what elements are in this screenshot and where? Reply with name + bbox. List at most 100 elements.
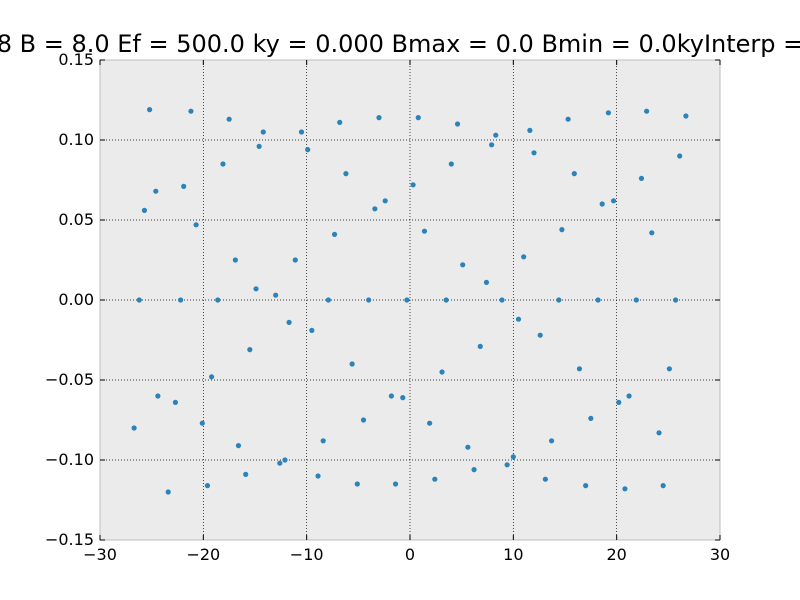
data-point bbox=[147, 107, 153, 113]
data-point bbox=[548, 438, 555, 444]
data-point bbox=[565, 116, 571, 122]
data-point bbox=[439, 369, 445, 375]
data-point bbox=[220, 161, 226, 167]
data-point bbox=[136, 297, 142, 303]
data-point bbox=[610, 198, 617, 204]
data-point bbox=[376, 115, 382, 121]
x-tick-label: 0 bbox=[405, 545, 415, 564]
data-point bbox=[286, 319, 292, 325]
data-point bbox=[683, 113, 689, 119]
x-axis-tick-labels: −30 −20 −10 0 10 20 30 bbox=[83, 545, 730, 564]
data-point bbox=[633, 297, 639, 303]
data-point bbox=[583, 483, 589, 489]
data-point bbox=[181, 183, 187, 189]
data-point bbox=[247, 347, 253, 353]
data-point bbox=[193, 222, 199, 228]
data-point bbox=[622, 486, 628, 492]
data-point bbox=[349, 361, 355, 367]
data-point bbox=[531, 150, 537, 156]
data-point bbox=[638, 175, 645, 181]
data-point bbox=[460, 262, 466, 268]
data-point bbox=[400, 395, 406, 401]
data-point bbox=[172, 399, 179, 405]
x-tick-label: 10 bbox=[503, 545, 523, 564]
data-point bbox=[542, 476, 548, 482]
data-point bbox=[427, 420, 433, 426]
data-point bbox=[448, 161, 454, 167]
data-point bbox=[415, 115, 421, 121]
data-point bbox=[131, 425, 137, 431]
x-tick-label: 20 bbox=[606, 545, 626, 564]
data-point bbox=[527, 127, 533, 133]
data-point bbox=[605, 110, 612, 116]
data-point bbox=[305, 147, 311, 153]
data-point bbox=[649, 230, 655, 236]
data-point bbox=[443, 297, 449, 303]
y-tick-label: 0.15 bbox=[58, 50, 94, 69]
data-point bbox=[471, 467, 477, 473]
data-point bbox=[588, 415, 594, 421]
y-tick-label: −0.15 bbox=[45, 530, 94, 549]
data-point bbox=[165, 489, 171, 495]
data-point bbox=[372, 206, 378, 212]
data-point bbox=[626, 393, 632, 399]
data-point bbox=[354, 481, 360, 487]
x-tick-label: −20 bbox=[186, 545, 220, 564]
data-point bbox=[504, 462, 510, 468]
data-point bbox=[309, 327, 315, 333]
data-point bbox=[656, 430, 662, 436]
data-point bbox=[256, 143, 262, 149]
data-point bbox=[576, 366, 583, 372]
data-point bbox=[199, 420, 205, 426]
data-point bbox=[410, 182, 416, 188]
data-point bbox=[155, 393, 161, 399]
data-point bbox=[277, 460, 283, 466]
data-point bbox=[343, 171, 349, 177]
x-tick-label: 30 bbox=[710, 545, 730, 564]
data-point bbox=[515, 316, 522, 322]
data-point bbox=[331, 231, 338, 237]
data-point bbox=[521, 254, 527, 260]
y-tick-label: −0.10 bbox=[45, 450, 94, 469]
data-point bbox=[493, 132, 499, 138]
data-point bbox=[366, 297, 372, 303]
x-tick-label: −30 bbox=[83, 545, 117, 564]
chart-title: 8 B = 8.0 Ef = 500.0 ky = 0.000 Bmax = 0… bbox=[0, 30, 800, 58]
data-point bbox=[672, 297, 679, 303]
data-point bbox=[325, 297, 331, 303]
data-point bbox=[232, 257, 238, 263]
data-point bbox=[537, 332, 543, 338]
data-point bbox=[477, 343, 483, 349]
data-point bbox=[235, 443, 242, 449]
data-point bbox=[454, 121, 461, 127]
data-point bbox=[510, 454, 516, 460]
data-point bbox=[188, 108, 194, 114]
data-point bbox=[666, 366, 672, 372]
data-point bbox=[499, 297, 505, 303]
data-point bbox=[483, 279, 490, 285]
y-tick-label: 0.05 bbox=[58, 210, 94, 229]
grid-lines bbox=[100, 60, 720, 540]
data-point bbox=[571, 171, 577, 177]
data-point bbox=[599, 201, 605, 207]
data-point bbox=[282, 457, 288, 463]
y-tick-label: −0.05 bbox=[45, 370, 94, 389]
data-point bbox=[337, 119, 343, 125]
data-point bbox=[382, 198, 388, 204]
x-tick-label: −10 bbox=[290, 545, 324, 564]
data-point bbox=[153, 188, 159, 194]
data-point bbox=[292, 257, 298, 263]
data-point bbox=[215, 297, 221, 303]
data-point bbox=[616, 399, 622, 405]
data-point bbox=[595, 297, 601, 303]
data-point bbox=[432, 476, 438, 482]
data-point bbox=[260, 129, 266, 135]
data-point bbox=[392, 481, 399, 487]
data-point bbox=[404, 297, 410, 303]
y-tick-label: 0.00 bbox=[58, 290, 94, 309]
data-point bbox=[660, 483, 666, 489]
data-point bbox=[677, 153, 683, 159]
data-point bbox=[465, 444, 471, 450]
data-point bbox=[209, 374, 215, 380]
